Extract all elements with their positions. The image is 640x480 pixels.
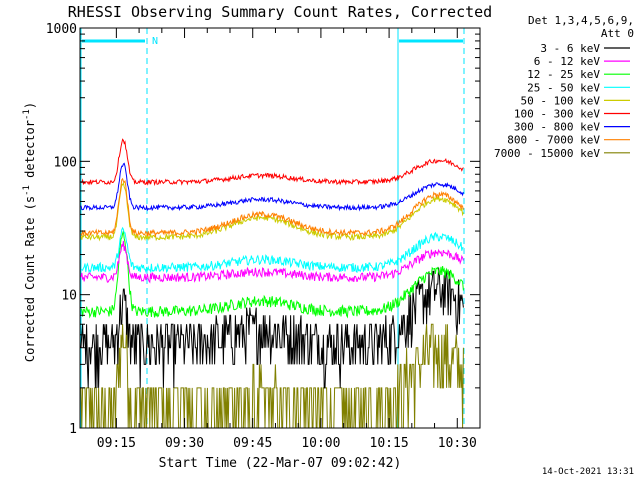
y-tick-label-2: 100: [54, 155, 77, 170]
ticks-layer: 09:15 09:30 09:45 10:00 10:15 10:30 1 10 100 1000: [46, 22, 480, 451]
x-tick-label-4: 10:15: [370, 436, 409, 451]
legend-label-3: 25 - 50 keV: [527, 81, 600, 94]
legend-label-7: 800 - 7000 keV: [507, 134, 600, 147]
legend-label-8: 7000 - 15000 keV: [494, 147, 600, 160]
series-line-100-300kev: [80, 138, 464, 187]
legend-header-line2: Att 0: [601, 27, 634, 40]
legend-label-4: 50 - 100 keV: [521, 94, 601, 107]
y-axis-label-end: ): [23, 102, 37, 109]
x-tick-label-2: 09:45: [233, 436, 272, 451]
y-tick-label-3: 1000: [46, 22, 77, 37]
legend-label-6: 300 - 800 keV: [514, 121, 600, 134]
x-tick-label-0: 09:15: [97, 436, 136, 451]
n-marker-label: N: [152, 36, 158, 47]
series-layer: [80, 138, 464, 429]
series-line-800-7000kev: [80, 177, 464, 238]
series-line-25-50kev: [80, 226, 464, 274]
y-axis-label: Corrected Count Rate (s-1 detector-1): [22, 102, 37, 362]
y-axis-label-mid: detector: [23, 120, 37, 185]
plot-frame: [79, 27, 481, 429]
footer-date: 14-Oct-2021 13:31: [542, 467, 634, 477]
y-axis-label-sup2: -1: [22, 109, 32, 120]
series-line-6-12kev: [80, 240, 464, 284]
series-line-300-800kev: [80, 162, 464, 212]
x-tick-label-5: 10:30: [438, 436, 477, 451]
series-line-12-25kev: [80, 230, 464, 319]
x-axis-label: Start Time (22-Mar-07 09:02:42): [159, 456, 402, 471]
legend-header-line1: Det 1,3,4,5,6,9,: [528, 14, 634, 27]
legend-label-0: 3 - 6 keV: [540, 42, 600, 55]
chart-title: RHESSI Observing Summary Count Rates, Co…: [68, 3, 492, 21]
legend-label-1: 6 - 12 keV: [534, 55, 601, 68]
y-tick-label-0: 1: [69, 422, 77, 437]
legend-label-2: 12 - 25 keV: [527, 68, 600, 81]
y-axis-label-main: Corrected Count Rate (s: [23, 196, 37, 362]
legend-label-5: 100 - 300 keV: [514, 108, 600, 121]
series-line-3-6kev: [80, 267, 464, 389]
x-tick-label-3: 10:00: [301, 436, 340, 451]
y-axis-label-sup1: -1: [22, 185, 32, 196]
y-tick-label-1: 10: [61, 289, 77, 304]
series-line-50-100kev: [80, 181, 464, 242]
x-tick-label-1: 09:30: [165, 436, 204, 451]
night-markers: N: [80, 28, 465, 428]
